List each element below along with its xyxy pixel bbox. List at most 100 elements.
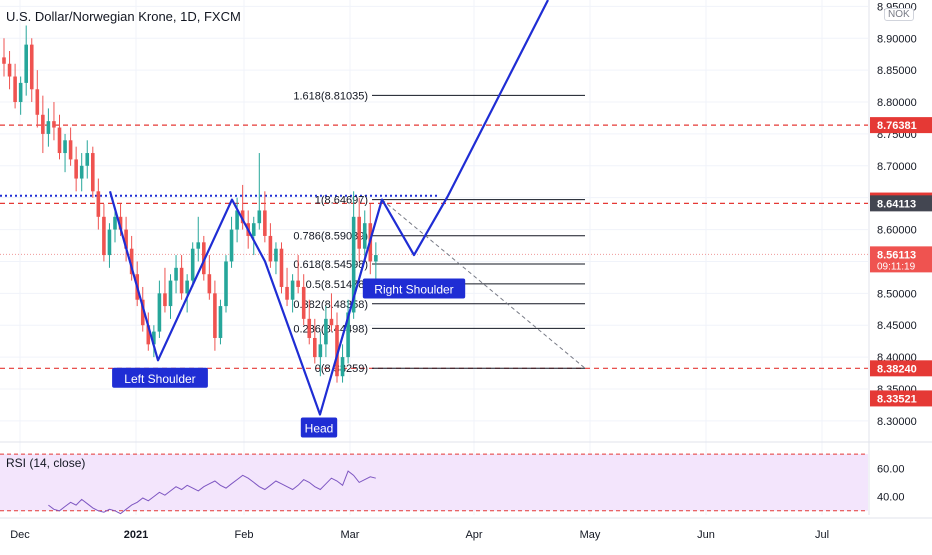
time-tick-label: May [580, 529, 601, 541]
rsi-pane: 60.00 40.00 [0, 453, 905, 515]
price-tick-label: 8.85000 [877, 65, 917, 77]
candle-body [251, 223, 256, 236]
grid [0, 0, 932, 519]
candle-body [41, 114, 45, 134]
candle-body [35, 89, 40, 115]
candle-body [318, 344, 323, 358]
candle-body [290, 280, 295, 300]
price-tick-label: 8.80000 [877, 97, 917, 109]
candle-body [74, 159, 78, 179]
fib-level-label: 1.618(8.81035) [293, 90, 368, 102]
rsi-series-line [48, 470, 376, 515]
price-label: 8.64113 [877, 198, 916, 210]
candle-body [257, 210, 262, 224]
price-label: 8.76381 [877, 120, 917, 132]
candle-body [374, 255, 378, 262]
pattern-path [108, 0, 549, 416]
candle-body [57, 127, 62, 154]
candle-body [91, 153, 95, 192]
right-shoulder-label-box [362, 278, 466, 299]
candle-body [124, 229, 128, 249]
candle-body [340, 357, 345, 377]
candle-body [329, 318, 334, 326]
time-tick-label: Jul [815, 529, 829, 541]
fib-level-label: 0.382(8.48358) [293, 299, 368, 311]
fib-level-label: 0.618(8.54598) [293, 259, 368, 271]
countdown-label: 09:11:19 [877, 261, 916, 272]
time-tick-label: Dec [10, 529, 30, 541]
time-tick-label: 2021 [124, 529, 148, 541]
head-label-box [300, 417, 338, 438]
head-and-shoulders-pattern: Left Shoulder Head Right Shoulder [108, 0, 549, 438]
candle-body [213, 293, 217, 338]
candle-body [174, 267, 178, 281]
candle-body [96, 191, 101, 217]
candle-body [351, 216, 356, 313]
candle-body [107, 229, 112, 256]
right-shoulder-label: Right Shoulder [374, 283, 453, 297]
price-tick-label: 8.70000 [877, 161, 917, 173]
candle-body [240, 210, 245, 224]
candle-body [102, 216, 106, 256]
price-tick-label: 8.90000 [877, 33, 917, 45]
candle-body [24, 44, 28, 83]
candle-body [274, 248, 278, 262]
candle-body [163, 293, 167, 307]
time-tick-label: Feb [235, 529, 254, 541]
rsi-tick-label: 60.00 [877, 463, 905, 475]
price-label: 8.38240 [877, 363, 917, 375]
candle-body [196, 242, 201, 249]
head-label: Head [305, 422, 334, 436]
candle-body [46, 121, 51, 134]
candle-body [85, 153, 90, 166]
price-label-box [870, 360, 932, 377]
chart-title: U.S. Dollar/Norwegian Krone, 1D, FXCM [6, 9, 241, 24]
horizontal-levels [0, 124, 868, 369]
candle-body [335, 325, 339, 377]
time-tick-label: Apr [465, 529, 482, 541]
fib-level-label: 0.236(8.44498) [293, 323, 368, 335]
candle-body [185, 280, 189, 294]
price-label-box [870, 117, 932, 134]
left-shoulder-label-box [112, 367, 208, 388]
time-axis[interactable]: Dec 2021 Feb Mar Apr May Jun Jul [10, 529, 829, 541]
candle-body [268, 235, 273, 262]
candle-body [296, 280, 300, 287]
price-tick-label: 8.60000 [877, 225, 917, 237]
price-label-box [870, 246, 932, 273]
price-tick-label: 8.45000 [877, 320, 917, 332]
rsi-title: RSI (14, close) [6, 456, 86, 470]
candle-body [279, 248, 284, 287]
currency-badge[interactable]: NOK [884, 8, 914, 21]
candle-body [207, 274, 212, 294]
candle-body [13, 76, 17, 103]
candle-body [357, 216, 361, 249]
left-shoulder-label: Left Shoulder [124, 372, 195, 386]
time-tick-label: Mar [341, 529, 360, 541]
candle-body [129, 248, 134, 275]
price-label-box [870, 195, 932, 212]
candle-body [263, 210, 267, 236]
price-tick-label: 8.30000 [877, 416, 917, 428]
candle-body [362, 223, 367, 249]
candle-body [146, 325, 151, 345]
time-tick-label: Jun [697, 529, 715, 541]
candlesticks [2, 25, 378, 383]
candle-body [113, 216, 117, 230]
price-label: 8.56113 [877, 249, 916, 261]
candle-body [152, 331, 156, 345]
candle-body [235, 210, 239, 230]
price-axis[interactable]: 8.300008.350008.400008.450008.500008.550… [868, 0, 932, 515]
candle-body [63, 140, 67, 154]
candle-body [2, 57, 6, 64]
candle-body [301, 286, 306, 319]
candle-body [7, 63, 12, 77]
candle-body [157, 293, 162, 332]
candle-body [68, 140, 73, 160]
candle-body [79, 165, 84, 179]
candle-body [140, 299, 145, 326]
candle-body [285, 286, 289, 300]
rsi-tick-label: 40.00 [877, 492, 905, 504]
